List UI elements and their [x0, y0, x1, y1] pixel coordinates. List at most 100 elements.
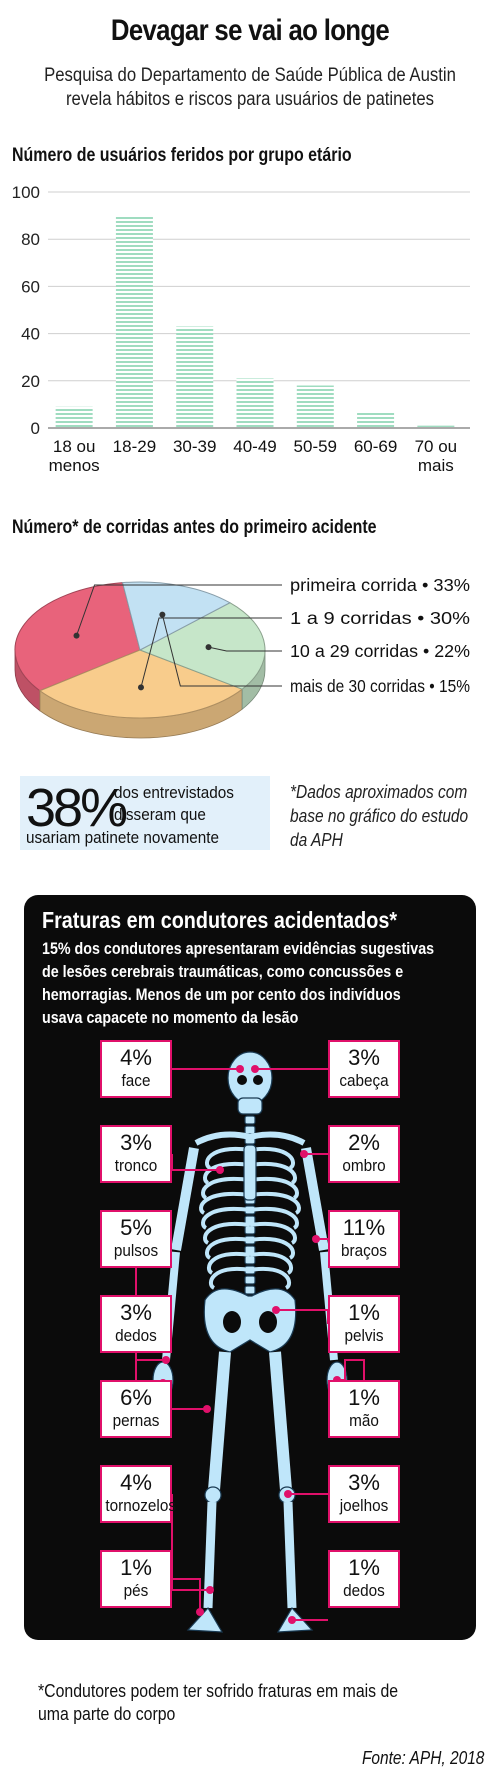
bar [417, 425, 455, 428]
rib [205, 1236, 251, 1260]
sternum [243, 1144, 257, 1201]
rib [203, 1221, 251, 1245]
bar [357, 411, 395, 428]
bar [296, 385, 334, 428]
rib [249, 1146, 295, 1170]
stat-box [20, 776, 270, 850]
pie-chart-title: Número* de corridas antes do primeiro ac… [12, 517, 377, 538]
fracture-label: cabeça [339, 1071, 389, 1090]
y-tick-label: 40 [21, 325, 40, 344]
subtitle-line-1: Pesquisa do Departamento de Saúde Públic… [44, 65, 456, 86]
fracture-dot [216, 1166, 224, 1174]
stat-line-1: dos entrevistados [114, 783, 234, 802]
fracture-dot [251, 1065, 259, 1073]
fracture-box: 1% pelvis [328, 1295, 400, 1353]
fracture-percent: 3% [348, 1470, 380, 1495]
rib [249, 1251, 294, 1275]
x-tick-label: 40-49 [233, 437, 276, 456]
fracture-label: pés [123, 1581, 149, 1600]
right-femur [269, 1351, 292, 1491]
pelvis [203, 1288, 297, 1353]
subtitle-line-2: revela hábitos e riscos para usuários de… [65, 89, 435, 110]
x-tick-label: 30-39 [173, 437, 216, 456]
fracture-percent: 5% [120, 1215, 152, 1240]
rib [249, 1221, 297, 1245]
left-knee [204, 1486, 222, 1504]
fracture-dot [236, 1065, 244, 1073]
y-tick-label: 100 [12, 185, 40, 202]
x-tick-label: 60-69 [354, 437, 397, 456]
rib [249, 1206, 299, 1230]
fracture-box: 11% braços [328, 1210, 400, 1268]
right-humerus [301, 1147, 329, 1251]
fracture-connector [171, 1494, 210, 1591]
clavicle [194, 1131, 251, 1146]
fracture-label: dedos [115, 1326, 157, 1345]
fracture-label: pulsos [113, 1241, 159, 1260]
left-humerus [171, 1147, 199, 1251]
fracture-dot [206, 1586, 214, 1594]
fracture-dot [284, 1490, 292, 1498]
x-tick-label: 50-59 [294, 437, 337, 456]
fracture-box: 3% tronco [100, 1125, 172, 1183]
pie-legend-label: 10 a 29 corridas • 22% [290, 641, 470, 661]
skeleton [152, 1051, 348, 1633]
fracture-label: pelvis [344, 1326, 384, 1345]
fracture-percent: 3% [120, 1130, 152, 1155]
fracture-dot [312, 1235, 320, 1243]
pie-leader-line [140, 617, 282, 688]
fracture-percent: 4% [120, 1045, 152, 1070]
pie-chart: primeira corrida • 33% 1 a 9 corridas • 3… [14, 575, 470, 739]
fracture-label: tronco [114, 1156, 158, 1175]
footnote: *Condutores podem ter sofrido fraturas e… [38, 1681, 399, 1724]
fracture-label: dedos [343, 1581, 385, 1600]
fracture-percent: 4% [120, 1470, 152, 1495]
fracture-description: 15% dos condutores apresentaram evidênci… [42, 939, 435, 1027]
fracture-connector [171, 1154, 220, 1171]
approx-note: *Dados aproximados com base no gráfico d… [290, 782, 469, 850]
rib [201, 1176, 251, 1200]
bar [55, 406, 93, 428]
skull [227, 1051, 273, 1105]
fracture-percent: 1% [120, 1555, 152, 1580]
fracture-dot [196, 1608, 204, 1616]
vertebra [244, 1225, 256, 1235]
stat-line-2: disseram que [114, 805, 206, 824]
fracture-box: 4% tornozelos [100, 1465, 176, 1523]
bar [115, 215, 153, 428]
pie-leader-line [161, 614, 282, 687]
x-tick-label: 18 ou [53, 437, 96, 456]
bar [176, 326, 214, 428]
fracture-box: 3% dedos [100, 1295, 172, 1353]
fracture-label: tornozelos [105, 1496, 176, 1515]
pie-slice [38, 649, 244, 719]
right-tibia [283, 1501, 297, 1609]
bar-chart-title: Número de usuários feridos por grupo etá… [12, 145, 352, 166]
clavicle [249, 1131, 306, 1146]
fracture-dot [203, 1405, 211, 1413]
pie-slice [138, 602, 266, 690]
vertebra [244, 1255, 256, 1265]
vertebra [244, 1125, 256, 1135]
source: Fonte: APH, 2018 [361, 1748, 484, 1768]
pelvis-hole [223, 1311, 241, 1333]
vertebra [244, 1275, 256, 1285]
eye-socket [253, 1075, 263, 1085]
eye-socket [237, 1075, 247, 1085]
rib [249, 1176, 299, 1200]
fracture-dot [300, 1150, 308, 1158]
fracture-label: braços [341, 1241, 387, 1260]
fracture-box: 6% pernas [100, 1380, 172, 1438]
fracture-percent: 2% [348, 1130, 380, 1155]
fracture-box: 3% cabeça [328, 1040, 400, 1098]
x-tick-label: 70 ou [415, 437, 458, 456]
page-subtitle: Pesquisa do Departamento de Saúde Públic… [30, 64, 470, 112]
fracture-label: mão [349, 1411, 379, 1430]
y-tick-label: 60 [21, 277, 40, 296]
rib [199, 1191, 251, 1215]
fracture-box: 3% joelhos [328, 1465, 400, 1523]
bar [236, 378, 274, 428]
fracture-label: ombro [342, 1156, 386, 1175]
x-tick-label: menos [49, 456, 100, 475]
